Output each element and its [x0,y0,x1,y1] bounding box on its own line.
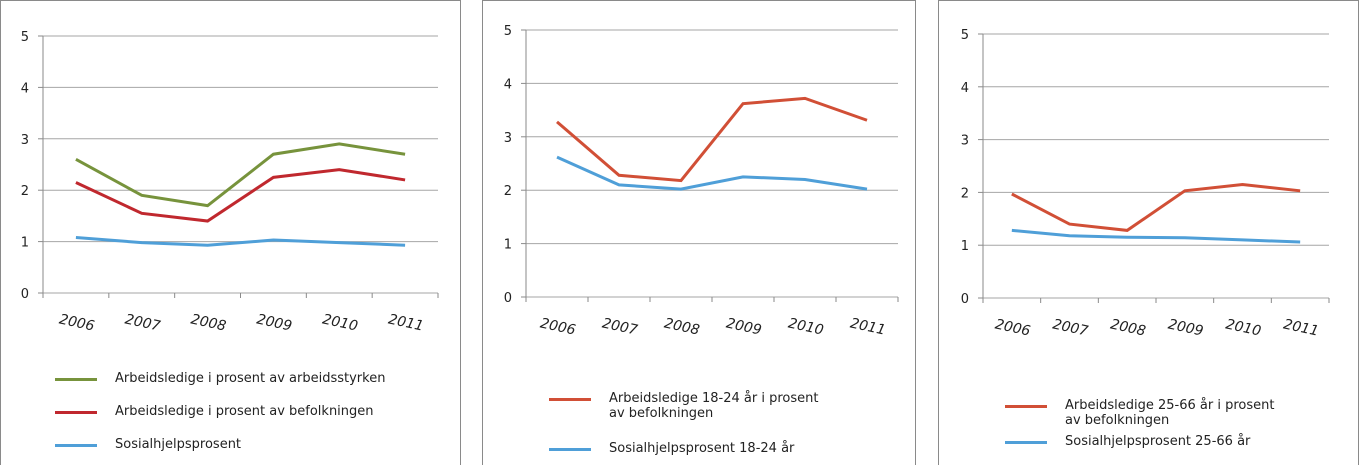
series-line [556,155,868,191]
series-line [1011,182,1301,232]
y-tick-label: 1 [961,239,969,254]
chart: 0 1 2 3 4 5 2006 2007 2008 2009 2010 2011 [504,24,899,339]
y-tick-label: 3 [21,133,29,148]
legend: Arbeidsledige 18-24 år i prosent av befo… [549,391,829,465]
y-tick-label: 0 [961,292,969,307]
chart: 0 1 2 3 4 5 2006 2007 2008 2009 2010 2011 [961,28,1330,340]
x-tick-label: 2011 [849,316,887,339]
legend-item: Arbeidsledige 25-66 år i prosent av befo… [1005,398,1285,428]
x-tick-label: 2010 [787,316,825,339]
legend-label: Sosialhjelpsprosent 25-66 år [1065,434,1251,449]
chart: 0 1 2 3 4 5 2006 2007 2008 2009 2010 2011 [21,30,439,335]
legend-item: Sosialhjelpsprosent [55,437,395,452]
x-tick-label: 2006 [58,312,96,335]
y-tick-label: 4 [961,81,969,96]
legend-swatch [1005,405,1047,408]
x-tick-label: 2007 [123,312,161,335]
x-tick-label: 2008 [189,312,227,335]
series-line [1011,228,1301,244]
y-tick-label: 1 [504,238,512,253]
legend-label: Sosialhjelpsprosent 18-24 år [609,441,795,456]
series-line [75,142,406,208]
legend-item: Arbeidsledige 18-24 år i prosent av befo… [549,391,829,421]
legend-label: Arbeidsledige 18-24 år i prosent av befo… [609,391,819,421]
y-tick-label: 5 [961,28,969,43]
chart-panel: 0 1 2 3 4 5 2006 2007 2008 2009 2010 2011 Arbeidsled… [938,0,1359,465]
x-tick-label: 2006 [539,316,577,339]
legend: Arbeidsledige 25-66 år i prosent av befo… [1005,398,1285,455]
series-line [75,235,406,247]
y-tick-label: 4 [504,77,512,92]
x-tick-label: 2008 [663,316,701,339]
legend-label: Arbeidsledige i prosent av befolkningen [115,404,374,419]
series-line [556,96,868,183]
y-tick-label: 0 [21,287,29,302]
legend-swatch [1005,441,1047,444]
x-tick-label: 2006 [994,317,1032,340]
y-tick-label: 2 [961,186,969,201]
legend-swatch [55,411,97,414]
y-tick-label: 5 [21,30,29,45]
legend-item: Sosialhjelpsprosent 25-66 år [1005,434,1285,449]
legend-swatch [549,398,591,401]
y-tick-label: 2 [504,184,512,199]
y-tick-label: 5 [504,24,512,39]
x-tick-label: 2009 [255,312,293,335]
y-tick-label: 2 [21,184,29,199]
legend-item: Arbeidsledige i prosent av befolkningen [55,404,395,419]
x-tick-label: 2007 [1051,317,1089,340]
x-tick-label: 2011 [387,312,425,335]
x-tick-label: 2011 [1282,317,1320,340]
chart-panel: 0 1 2 3 4 5 2006 2007 2008 2009 2010 2011 Arbeidsled… [482,0,916,465]
legend-item: Sosialhjelpsprosent 18-24 år [549,441,829,456]
series-line [75,168,406,223]
y-tick-label: 0 [504,291,512,306]
y-tick-label: 4 [21,81,29,96]
x-tick-label: 2009 [725,316,763,339]
legend-label: Arbeidsledige i prosent av arbeidsstyrke… [115,371,386,386]
x-tick-label: 2010 [1224,317,1262,340]
x-tick-label: 2010 [321,312,359,335]
y-tick-label: 3 [961,134,969,149]
legend-label: Sosialhjelpsprosent [115,437,242,452]
legend-swatch [549,448,591,451]
legend-swatch [55,444,97,447]
y-tick-label: 3 [504,131,512,146]
x-tick-label: 2007 [601,316,639,339]
x-tick-label: 2008 [1109,317,1147,340]
legend: Arbeidsledige i prosent av arbeidsstyrke… [55,371,395,465]
x-tick-label: 2009 [1167,317,1205,340]
chart-panel: 0 1 2 3 4 5 2006 2007 2008 2009 2010 2011 Arbeidsled… [0,0,461,465]
legend-item: Arbeidsledige i prosent av arbeidsstyrke… [55,371,395,386]
legend-swatch [55,378,97,381]
legend-label: Arbeidsledige 25-66 år i prosent av befo… [1065,398,1275,428]
y-tick-label: 1 [21,236,29,251]
